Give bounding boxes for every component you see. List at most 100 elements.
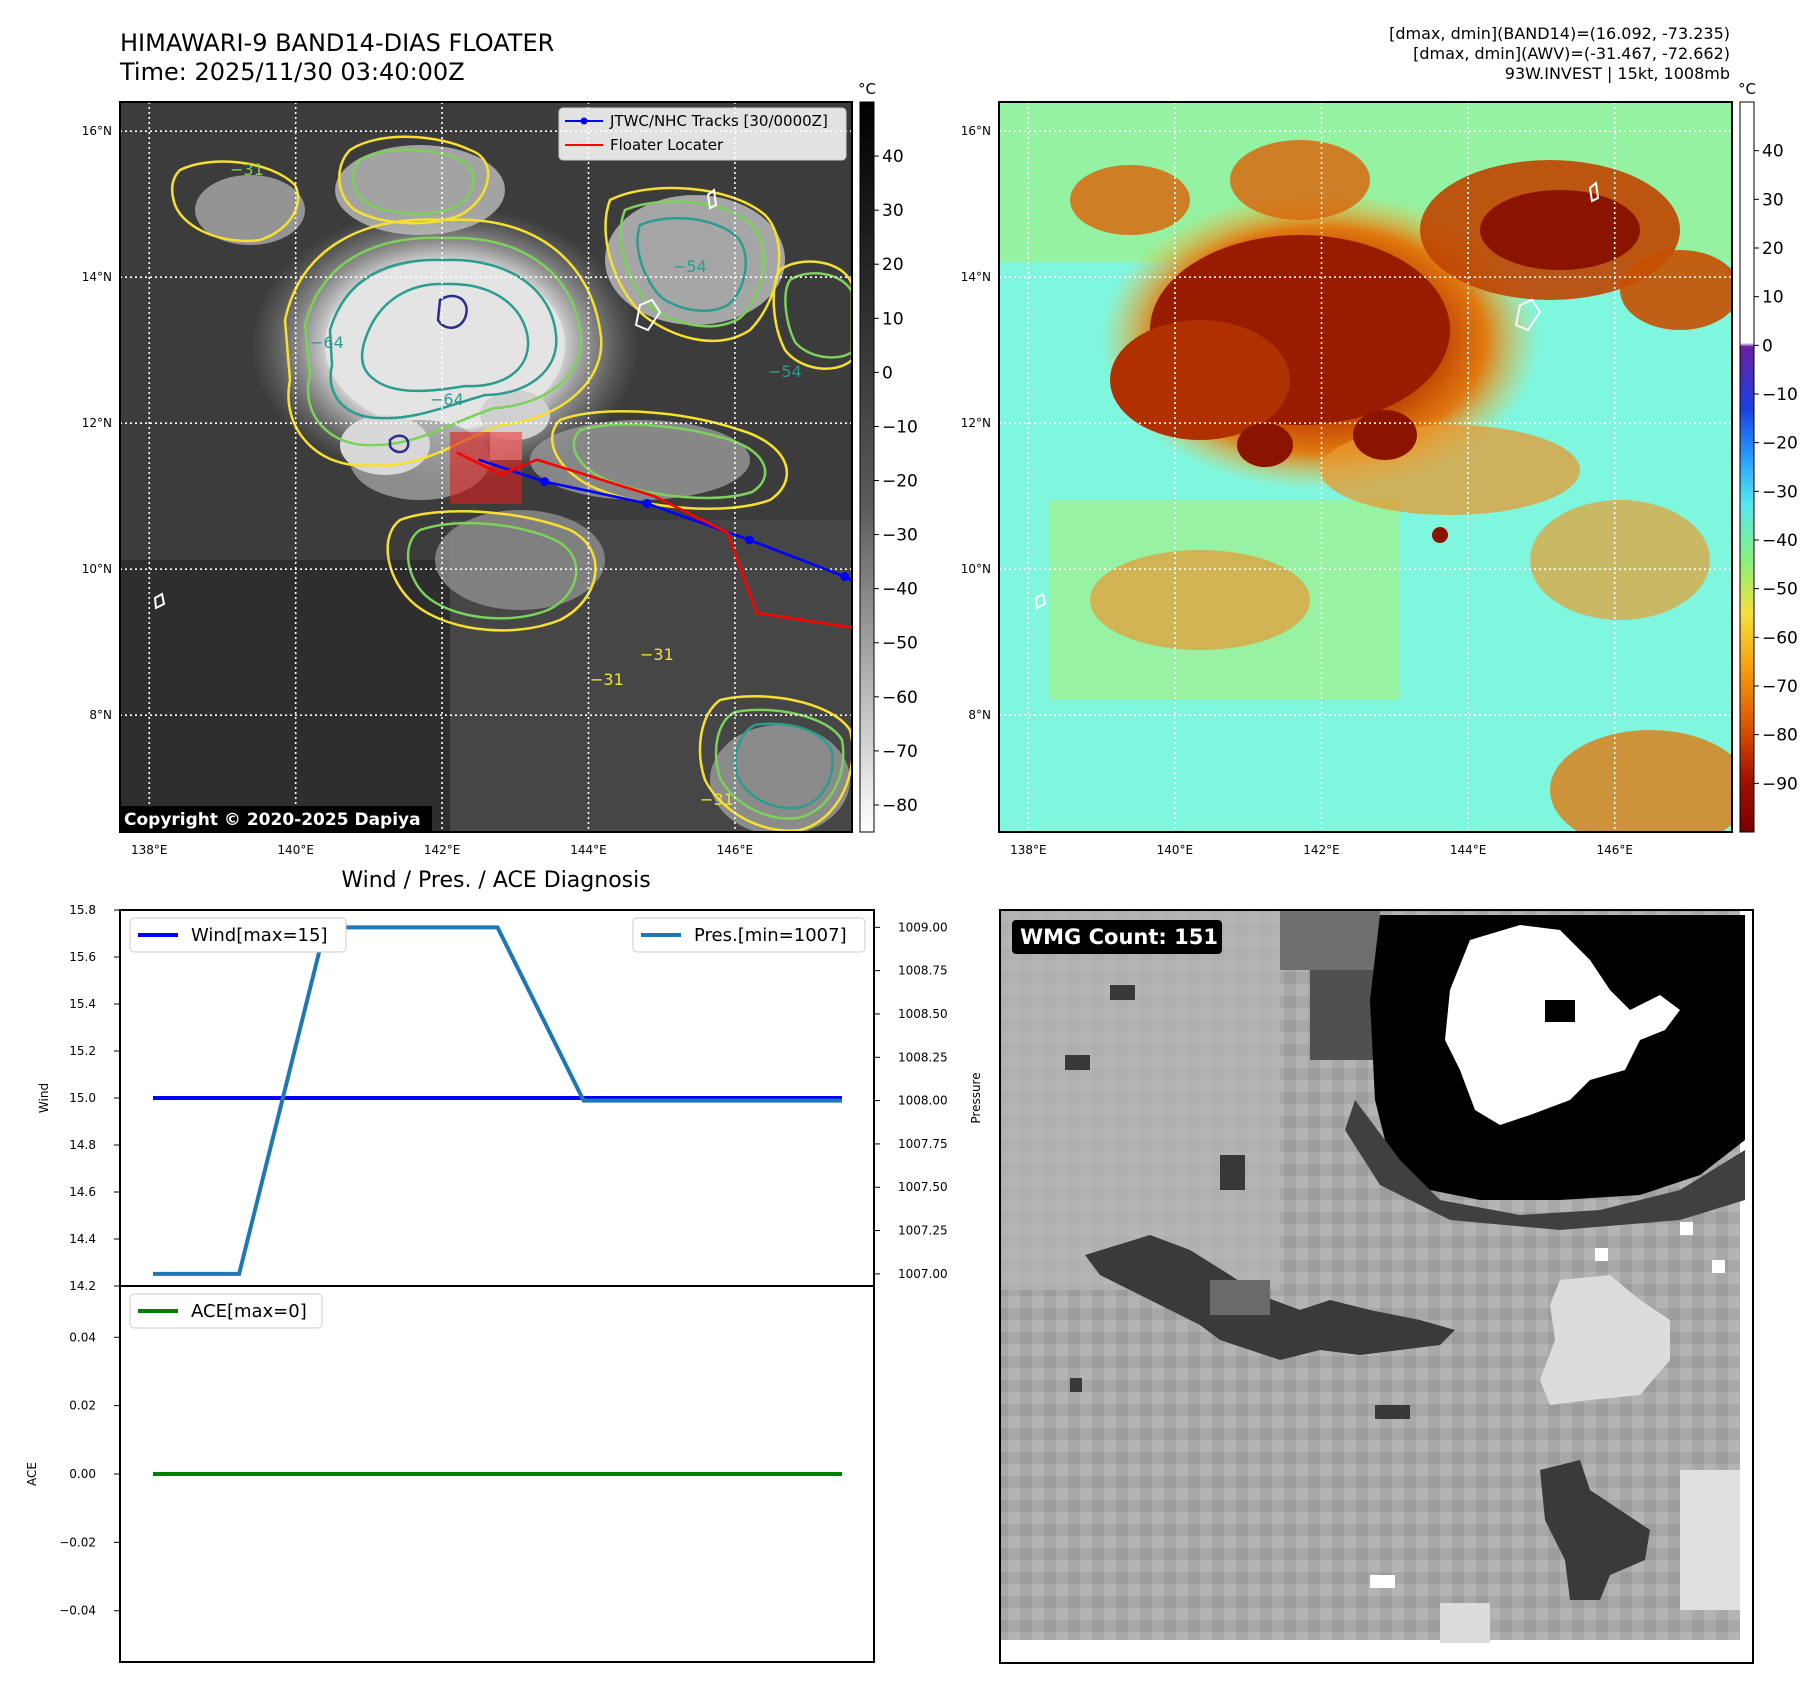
pressure-series-line [153,925,842,1276]
wind-tick-label: 14.2 [69,1279,96,1293]
awv-image [999,102,1732,832]
ace-tick-label: −0.04 [59,1604,96,1618]
wind-legend-label: Wind[max=15] [191,925,328,946]
wind-tick-label: 14.6 [69,1185,96,1199]
ir-legend: JTWC/NHC Tracks [30/0000Z] Floater Locat… [558,107,847,161]
lon-tick-label: 144°E [570,843,607,857]
wind-tick-label: 15.6 [69,950,96,964]
floater-box-highlight [490,432,522,460]
lon-tick-label: 146°E [1596,843,1633,857]
lat-tick-label: 16°N [82,124,112,138]
lat-tick-label: 14°N [961,270,991,284]
contour-label: −31 [640,645,674,664]
awv-colorbar-unit: °C [1738,80,1756,98]
colorbar-tick-label: −10 [1762,385,1798,405]
contour-label: −31 [590,670,624,689]
colorbar-tick-label: −70 [882,742,918,762]
wmg-frame [999,909,1754,1664]
pressure-legend-label: Pres.[min=1007] [694,925,847,946]
pressure-axis-label: Pressure [969,1072,983,1123]
legend-tracks-marker [580,117,588,125]
wmg-count-label: WMG Count: 151 [1020,925,1218,949]
jtwc-track-point [540,477,550,487]
colorbar-tick-label: 20 [882,255,904,275]
ace-axis-label: ACE [25,1462,39,1486]
diagnosis-lines [153,925,842,1476]
colorbar-tick-label: −40 [1762,531,1798,551]
copyright-box [120,806,432,832]
coastline [1034,592,1047,610]
coastline [706,188,718,210]
diagnosis-axis-ticks: 15.8 15.6 15.4 15.2 15.0 14.8 14.6 14.4 14.2 1009… [59,903,947,1618]
colorbar-tick-label: −30 [1762,482,1798,502]
wmg-panel: WMG Count: 151 [999,909,1754,1664]
diagnosis-title: Wind / Pres. / ACE Diagnosis [341,868,650,893]
ir-contours [171,135,852,832]
lon-tick-label: 146°E [717,843,754,857]
colorbar-tick-label: 0 [1762,336,1773,356]
coastline [1588,181,1600,203]
awv-colorbar-ticks: 40 30 20 10 0 −10 −20 −30 −40 −50 −60 −70 −80 −90 [1754,142,1798,794]
colorbar-tick-label: −20 [882,472,918,492]
wind-axis-label: Wind [37,1083,51,1113]
pressure-tick-label: 1007.00 [898,1267,948,1281]
ace-tick-label: 0.00 [69,1467,96,1481]
ace-tick-label: 0.04 [69,1330,96,1344]
coastline [634,298,662,332]
contour-label: −31 [230,160,264,179]
lon-tick-label: 140°E [277,843,314,857]
colorbar-tick-label: −70 [1762,677,1798,697]
floater-track-line [456,451,852,629]
storm-info-text: 93W.INVEST | 15kt, 1008mb [1505,64,1730,83]
wmg-label-box [1012,920,1222,954]
legend-tracks-label: JTWC/NHC Tracks [30/0000Z] [609,112,828,130]
wind-tick-label: 14.4 [69,1232,96,1246]
lon-tick-label: 140°E [1157,843,1194,857]
awv-frame [998,101,1733,833]
ir-axis-ticks: 138°E 140°E 142°E 144°E 146°E 16°N 14°N 12°N 10°… [82,124,753,857]
copyright-text: Copyright © 2020-2025 Dapiya [124,810,421,830]
colorbar-tick-label: −40 [882,580,918,600]
pressure-tick-label: 1007.75 [898,1137,948,1151]
coastline [1514,298,1542,332]
pressure-tick-label: 1008.25 [898,1050,948,1064]
colorbar-tick-label: 20 [1762,239,1784,259]
lon-tick-label: 142°E [424,843,461,857]
legend-floater-label: Floater Locater [610,136,724,154]
colorbar-tick-label: 10 [882,309,904,329]
lat-tick-label: 16°N [961,124,991,138]
pressure-tick-label: 1008.00 [898,1094,948,1108]
lon-tick-label: 138°E [1010,843,1047,857]
colorbar-tick-label: −10 [882,417,918,437]
lat-tick-label: 12°N [961,416,991,430]
contour-label: −54 [768,362,802,381]
ir-contour-labels: −64 −64 −54 −54 −31 −31 −31 −31 [230,160,802,809]
wind-tick-label: 15.8 [69,903,96,917]
figure-title: HIMAWARI-9 BAND14-DIAS FLOATER [120,29,554,57]
colorbar-tick-label: 30 [882,201,904,221]
pressure-tick-label: 1007.50 [898,1180,948,1194]
colorbar-tick-label: −90 [1762,774,1798,794]
colorbar-tick-label: −30 [882,526,918,546]
awv-panel: 138°E 140°E 142°E 144°E 146°E16°N14°N12°N10°… [961,80,1798,857]
ace-tick-label: −0.02 [59,1535,96,1549]
ir-colorbar-unit: °C [858,80,876,98]
colorbar-tick-label: 40 [882,147,904,167]
lat-tick-label: 8°N [968,708,991,722]
lon-tick-label: 142°E [1303,843,1340,857]
colorbar-tick-label: −50 [1762,580,1798,600]
band14-range-text: [dmax, dmin](BAND14)=(16.092, -73.235) [1389,24,1730,43]
lat-tick-label: 8°N [89,708,112,722]
colorbar-tick-label: −20 [1762,434,1798,454]
colorbar-tick-label: −60 [1762,628,1798,648]
contour-label: −64 [310,333,344,352]
ir-panel: −64 −64 −54 −54 −31 −31 −31 −31 138°E 140… [82,80,918,857]
lon-tick-label: 138°E [131,843,168,857]
jtwc-track-point [891,601,900,610]
contour-label: −64 [430,390,464,409]
jtwc-track-point [840,572,850,581]
colorbar-tick-label: 0 [882,363,893,383]
wind-tick-label: 15.0 [69,1091,96,1105]
ir-image: −64 −64 −54 −54 −31 −31 −31 −31 [120,102,900,832]
